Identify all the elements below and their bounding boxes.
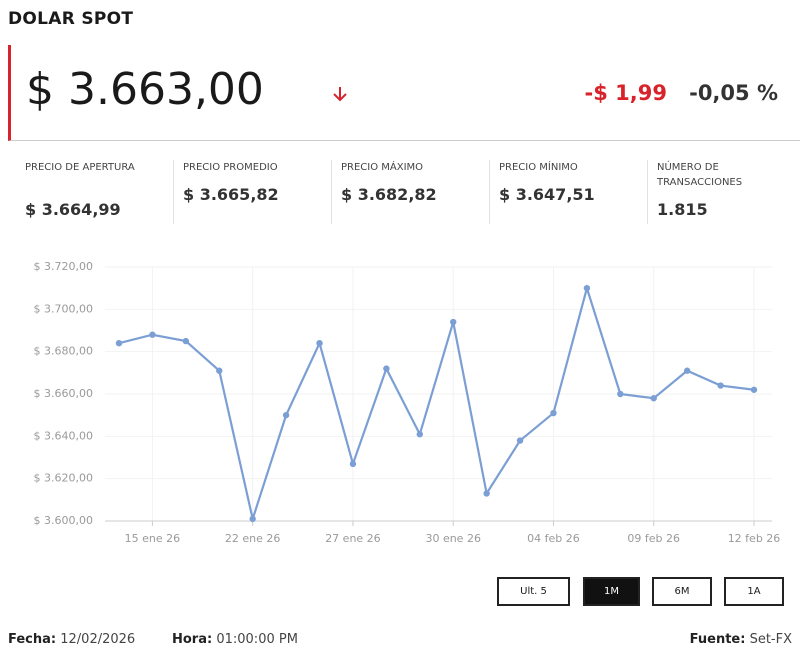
x-tick-label: 12 feb 26 <box>728 532 781 545</box>
price-change: -$ 1,99 <box>584 81 667 105</box>
stat-label: Precio de apertura <box>25 162 135 173</box>
point <box>249 515 256 523</box>
point <box>683 367 691 374</box>
quote-box <box>8 45 800 141</box>
price-change-pct: -0,05 % <box>689 81 778 105</box>
point <box>750 386 758 393</box>
y-tick-label: $ 3.720,00 <box>34 260 93 273</box>
x-tick-label: 30 ene 26 <box>425 532 481 545</box>
stat-label: Precio máximo <box>341 162 424 173</box>
stat-value: $ 3.682,82 <box>341 185 437 204</box>
stat-separator <box>331 160 332 224</box>
point <box>216 367 223 374</box>
range-button[interactable]: 6M <box>652 577 712 606</box>
point <box>416 431 423 438</box>
y-tick-label: $ 3.700,00 <box>34 302 93 315</box>
footer-time: Hora: 01:00:00 PM <box>172 632 298 647</box>
source: Set-FX <box>749 632 792 647</box>
stat-label: Número de transacciones <box>657 162 743 188</box>
chart: $ 3.600,00 $ 3.620,00 $ 3.640,00 $ 3.660,00… <box>34 260 781 545</box>
date-label: Fecha: <box>8 632 57 647</box>
y-tick-label: $ 3.620,00 <box>34 472 93 485</box>
title: DOLAR SPOT <box>8 9 134 29</box>
stat-separator <box>173 160 174 224</box>
range-button[interactable]: 1A <box>724 577 784 606</box>
x-tick-label: 22 ene 26 <box>225 532 281 545</box>
y-tick-label: $ 3.640,00 <box>34 429 93 442</box>
x-tick-label: 04 feb 26 <box>527 532 580 545</box>
stat: Precio promedio $ 3.665,82 <box>183 160 323 222</box>
footer-source: Fuente: Set-FX <box>690 632 792 647</box>
range-button[interactable]: 1M <box>583 577 640 606</box>
x-tick-label: 15 ene 26 <box>125 532 181 545</box>
point <box>182 337 190 345</box>
stat-value: $ 3.647,51 <box>499 185 595 204</box>
stat: Precio mínimo $ 3.647,51 <box>499 160 639 222</box>
point <box>316 340 323 347</box>
time-label: Hora: <box>172 632 213 647</box>
footer-date: Fecha: 12/02/2026 <box>8 632 135 647</box>
stat-label: Precio promedio <box>183 162 278 173</box>
stat: Precio máximo $ 3.682,82 <box>341 160 481 222</box>
point <box>115 340 123 347</box>
source-label: Fuente: <box>689 632 746 647</box>
point <box>450 318 457 326</box>
line <box>118 284 755 524</box>
stat: Precio de apertura $ 3.664,99 <box>25 160 165 222</box>
point <box>516 437 524 444</box>
point <box>550 409 557 417</box>
point <box>483 490 490 497</box>
point <box>349 460 357 468</box>
stat-value: 1.815 <box>657 200 708 219</box>
point <box>717 382 724 389</box>
time: 01:00:00 PM <box>216 632 298 647</box>
stat-separator <box>489 160 490 224</box>
stat-value: $ 3.664,99 <box>25 200 121 219</box>
down-arrow-icon <box>333 87 347 102</box>
stat-value: $ 3.665,82 <box>183 185 279 204</box>
y-tick-label: $ 3.660,00 <box>34 387 93 400</box>
y-tick-label: $ 3.680,00 <box>34 345 93 358</box>
date: 12/02/2026 <box>60 632 136 647</box>
point <box>383 365 390 372</box>
point <box>282 411 290 419</box>
x-tick-label: 27 ene 26 <box>325 532 381 545</box>
stat-label: Precio mínimo <box>499 162 578 173</box>
range-button[interactable]: Ult. 5 <box>497 577 570 606</box>
stat: Número de transacciones 1.815 <box>657 160 797 222</box>
x-tick-label: 09 feb 26 <box>627 532 680 545</box>
y-tick-label: $ 3.600,00 <box>34 514 93 527</box>
point <box>650 395 657 402</box>
stat-separator <box>647 160 648 224</box>
point <box>617 390 624 398</box>
price: $ 3.663,00 <box>26 64 264 115</box>
point <box>583 284 591 292</box>
point <box>149 331 156 338</box>
